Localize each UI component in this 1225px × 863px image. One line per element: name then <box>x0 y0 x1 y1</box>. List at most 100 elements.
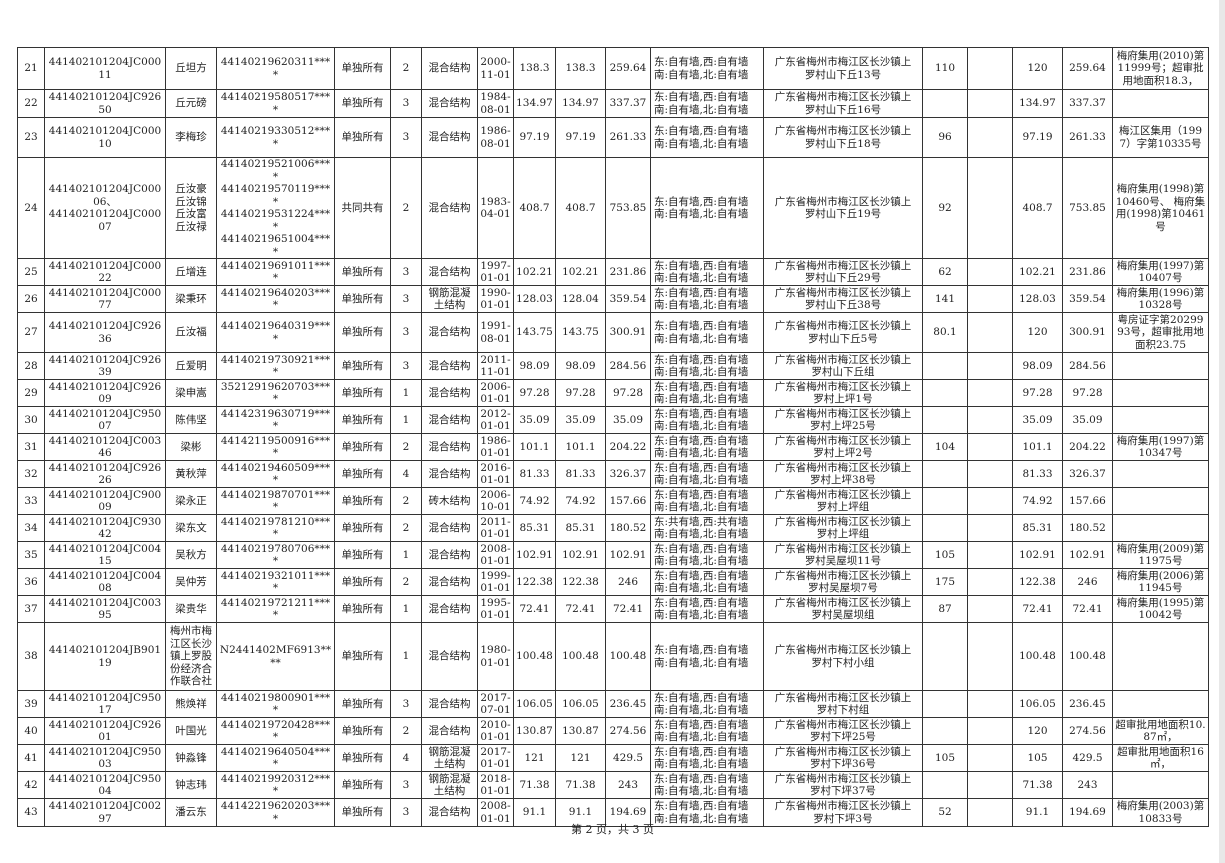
structure-cell: 钢筋混凝 土结构 <box>421 285 478 313</box>
address-cell: 广东省梅州市梅江区长沙镇上 罗村山下丘组 <box>763 352 923 380</box>
ownership-type-cell: 单独所有 <box>334 89 391 118</box>
address-cell: 广东省梅州市梅江区长沙镇上 罗村山下丘13号 <box>763 47 923 90</box>
building-area-cell: 337.37 <box>1062 89 1113 118</box>
unit-code-cell: 441402101204JC00297 <box>44 798 166 827</box>
structure-cell: 钢筋混凝 土结构 <box>421 771 478 799</box>
area-b-cell: 97.28 <box>555 379 606 407</box>
owner-name-cell: 陈伟坚 <box>165 406 217 434</box>
boundaries-cell: 东:自有墙,西:自有墙 南:自有墙,北:自有墙 <box>650 744 764 772</box>
address-cell: 广东省梅州市梅江区长沙镇上 罗村上坪1号 <box>763 379 923 407</box>
table-row: 28 441402101204JC92639 丘爱明 44140219730921**… <box>17 352 1209 380</box>
id-number-cell: 44140219321011**** <box>216 568 335 596</box>
floors-cell: 3 <box>390 89 422 118</box>
address-cell: 广东省梅州市梅江区长沙镇上 罗村下坪36号 <box>763 744 923 772</box>
area-b-cell: 35.09 <box>555 406 606 434</box>
table-row: 38 441402101204JB90119 梅州市梅 江区长沙 镇上罗股 份经济合… <box>17 622 1209 691</box>
owner-name-cell: 梁彬 <box>165 433 217 461</box>
area-b-cell: 102.21 <box>555 258 606 286</box>
id-number-cell: 44140219730921**** <box>216 352 335 380</box>
structure-cell: 混合结构 <box>421 157 478 259</box>
floors-cell: 3 <box>390 117 422 158</box>
building-area-cell: 261.33 <box>1062 117 1113 158</box>
approved-area-cell: 105 <box>922 744 968 772</box>
blank-cell <box>967 285 1013 313</box>
address-cell: 广东省梅州市梅江区长沙镇上 罗村下坪37号 <box>763 771 923 799</box>
unit-code-cell: 441402101204JC92609 <box>44 379 166 407</box>
owner-name-cell: 黄秋萍 <box>165 460 217 488</box>
row-number-cell: 39 <box>17 690 45 718</box>
building-area-cell: 429.5 <box>1062 744 1113 772</box>
completion-date-cell: 2017- 01-01 <box>477 744 514 772</box>
floor-area-cell: 337.37 <box>605 89 651 118</box>
id-number-cell: 44140219640504**** <box>216 744 335 772</box>
owner-name-cell: 熊焕祥 <box>165 690 217 718</box>
land-area-cell: 98.09 <box>1012 352 1063 380</box>
page-number: 第 2 页，共 3 页 <box>571 823 654 836</box>
floors-cell: 2 <box>390 487 422 515</box>
floors-cell: 2 <box>390 717 422 745</box>
unit-code-cell: 441402101204JC00006、 441402101204JC00007 <box>44 157 166 259</box>
boundaries-cell: 东:自有墙,西:自有墙 南:自有墙,北:自有墙 <box>650 595 764 623</box>
remarks-cell: 梅府集用(1997)第10407号 <box>1112 258 1209 286</box>
structure-cell: 混合结构 <box>421 47 478 90</box>
remarks-cell: 梅府集用(1997)第10347号 <box>1112 433 1209 461</box>
owner-name-cell: 丘汝福 <box>165 312 217 353</box>
area-b-cell: 81.33 <box>555 460 606 488</box>
floors-cell: 4 <box>390 744 422 772</box>
row-number-cell: 33 <box>17 487 45 515</box>
structure-cell: 混合结构 <box>421 406 478 434</box>
approved-area-cell: 104 <box>922 433 968 461</box>
blank-cell <box>967 717 1013 745</box>
floor-area-cell: 753.85 <box>605 157 651 259</box>
floor-area-cell: 204.22 <box>605 433 651 461</box>
row-number-cell: 22 <box>17 89 45 118</box>
completion-date-cell: 2012- 01-01 <box>477 406 514 434</box>
structure-cell: 混合结构 <box>421 379 478 407</box>
floors-cell: 2 <box>390 568 422 596</box>
completion-date-cell: 2011- 01-01 <box>477 514 514 542</box>
floors-cell: 2 <box>390 514 422 542</box>
owner-name-cell: 梅州市梅 江区长沙 镇上罗股 份经济合 作联合社 <box>165 622 217 691</box>
owner-name-cell: 钟淼锋 <box>165 744 217 772</box>
owner-name-cell: 梁秉环 <box>165 285 217 313</box>
address-cell: 广东省梅州市梅江区长沙镇上 罗村山下丘19号 <box>763 157 923 259</box>
area-b-cell: 128.04 <box>555 285 606 313</box>
structure-cell: 钢筋混凝 土结构 <box>421 744 478 772</box>
boundaries-cell: 东:自有墙,西:自有墙 南:自有墙,北:自有墙 <box>650 690 764 718</box>
floors-cell: 2 <box>390 433 422 461</box>
address-cell: 广东省梅州市梅江区长沙镇上 罗村吴屋坝组 <box>763 595 923 623</box>
approved-area-cell: 92 <box>922 157 968 259</box>
area-b-cell: 134.97 <box>555 89 606 118</box>
boundaries-cell: 东:共有墙,西:共有墙 南:自有墙,北:自有墙 <box>650 514 764 542</box>
address-cell: 广东省梅州市梅江区长沙镇上 罗村下坪25号 <box>763 717 923 745</box>
boundaries-cell: 东:自有墙,西:自有墙 南:自有墙,北:自有墙 <box>650 622 764 691</box>
blank-cell <box>967 312 1013 353</box>
building-area-cell: 259.64 <box>1062 47 1113 90</box>
land-area-cell: 120 <box>1012 717 1063 745</box>
id-number-cell: 44140219800901**** <box>216 690 335 718</box>
row-number-cell: 26 <box>17 285 45 313</box>
unit-code-cell: 441402101204JC92636 <box>44 312 166 353</box>
table-body: 21 441402101204JC00011 丘坦方 44140219620311**… <box>17 47 1209 827</box>
row-number-cell: 30 <box>17 406 45 434</box>
remarks-cell: 超审批用地面积16㎡， <box>1112 744 1209 772</box>
building-area-cell: 274.56 <box>1062 717 1113 745</box>
boundaries-cell: 东:自有墙,西:自有墙 南:自有墙,北:自有墙 <box>650 285 764 313</box>
boundaries-cell: 东:自有墙,西:自有墙 南:自有墙,北:自有墙 <box>650 117 764 158</box>
address-cell: 广东省梅州市梅江区长沙镇上 罗村山下丘5号 <box>763 312 923 353</box>
row-number-cell: 23 <box>17 117 45 158</box>
approved-area-cell <box>922 487 968 515</box>
id-number-cell: 44140219691011**** <box>216 258 335 286</box>
table-row: 27 441402101204JC92636 丘汝福 44140219640319**… <box>17 312 1209 353</box>
unit-code-cell: 441402101204JC00346 <box>44 433 166 461</box>
blank-cell <box>967 117 1013 158</box>
ownership-type-cell: 单独所有 <box>334 117 391 158</box>
area-a-cell: 134.97 <box>513 89 556 118</box>
table-row: 39 441402101204JC95017 熊焕祥 44140219800901**… <box>17 690 1209 718</box>
area-b-cell: 91.1 <box>555 798 606 827</box>
completion-date-cell: 2000- 11-01 <box>477 47 514 90</box>
table-row: 36 441402101204JC00408 吴仲芳 44140219321011**… <box>17 568 1209 596</box>
table-row: 29 441402101204JC92609 梁申嵩 35212919620703**… <box>17 379 1209 407</box>
completion-date-cell: 1986- 08-01 <box>477 117 514 158</box>
floor-area-cell: 35.09 <box>605 406 651 434</box>
